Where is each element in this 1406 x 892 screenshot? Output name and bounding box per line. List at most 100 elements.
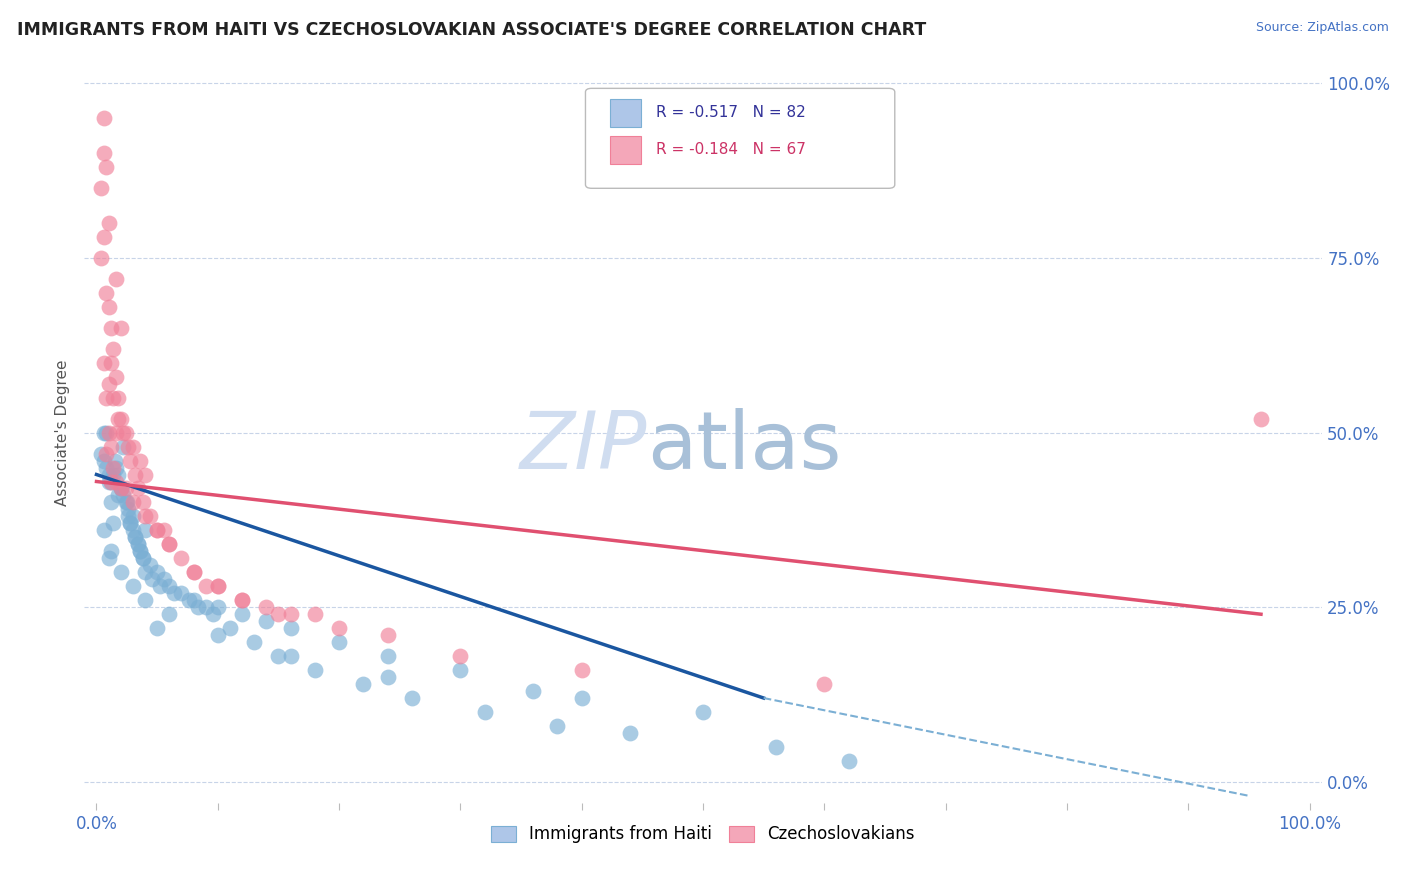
Point [100,475,122,489]
Point [765,739,787,754]
Point [571,663,593,677]
Point [93,112,115,126]
Legend: Immigrants from Haiti, Czechoslovakians: Immigrants from Haiti, Czechoslovakians [485,819,921,850]
Point [194,579,217,593]
Point [96,460,118,475]
Point [377,628,399,642]
Point [93,230,115,244]
Point [107,488,129,502]
Point [96,425,118,440]
Point [110,411,132,425]
Point [107,391,129,405]
Point [183,593,205,607]
Point [110,482,132,496]
Point [122,509,145,524]
Point [267,607,290,622]
Point [146,621,169,635]
Point [157,579,180,593]
Point [131,551,153,566]
Point [163,586,186,600]
Point [122,579,145,593]
Point [449,649,471,664]
Point [328,635,350,649]
Point [207,579,229,593]
Point [328,621,350,635]
Point [96,285,118,300]
Point [93,425,115,440]
Point [254,600,277,615]
Point [104,460,127,475]
Point [267,649,290,664]
FancyBboxPatch shape [585,88,894,188]
Text: R = -0.184   N = 67: R = -0.184 N = 67 [657,143,806,157]
Point [131,551,153,566]
Text: ZIP: ZIP [520,409,647,486]
Point [838,754,860,768]
Point [100,495,122,509]
Point [100,544,122,558]
Point [104,453,127,467]
Point [120,516,142,531]
Point [115,495,138,509]
Point [117,502,139,516]
Point [139,509,162,524]
Point [104,369,127,384]
Point [96,160,118,174]
Point [97,216,120,230]
Point [103,467,125,482]
Point [110,321,132,335]
Point [114,495,136,509]
Point [124,530,146,544]
Point [280,649,302,664]
Point [117,440,139,454]
Point [103,391,125,405]
Point [134,593,156,607]
Point [122,495,145,509]
Point [474,705,496,719]
Point [124,467,146,482]
Point [139,558,162,573]
Point [153,524,176,538]
Point [304,607,326,622]
Point [90,251,112,265]
Point [129,544,152,558]
Point [110,566,132,580]
Point [103,460,125,475]
Point [546,719,568,733]
Point [96,446,118,460]
Point [93,453,115,467]
Point [157,537,180,551]
Point [97,376,120,391]
Point [127,537,149,551]
Bar [610,136,641,164]
Point [134,509,156,524]
Point [104,475,127,489]
Point [207,600,229,615]
Y-axis label: Associate's Degree: Associate's Degree [55,359,70,506]
Point [146,524,169,538]
Point [112,425,135,440]
Point [1250,411,1272,425]
Point [522,684,544,698]
Bar [610,99,641,127]
Point [207,628,229,642]
Point [97,425,120,440]
Point [100,440,122,454]
Point [157,537,180,551]
Point [96,391,118,405]
Point [90,181,112,195]
Point [153,572,176,586]
Point [97,551,120,566]
Point [110,482,132,496]
Point [107,411,129,425]
Point [571,691,593,706]
Point [134,566,156,580]
Text: Source: ZipAtlas.com: Source: ZipAtlas.com [1256,21,1389,34]
Point [148,579,170,593]
Point [377,649,399,664]
Text: R = -0.517   N = 82: R = -0.517 N = 82 [657,105,806,120]
Point [280,607,302,622]
Point [146,524,169,538]
Point [103,516,125,531]
Point [377,670,399,684]
